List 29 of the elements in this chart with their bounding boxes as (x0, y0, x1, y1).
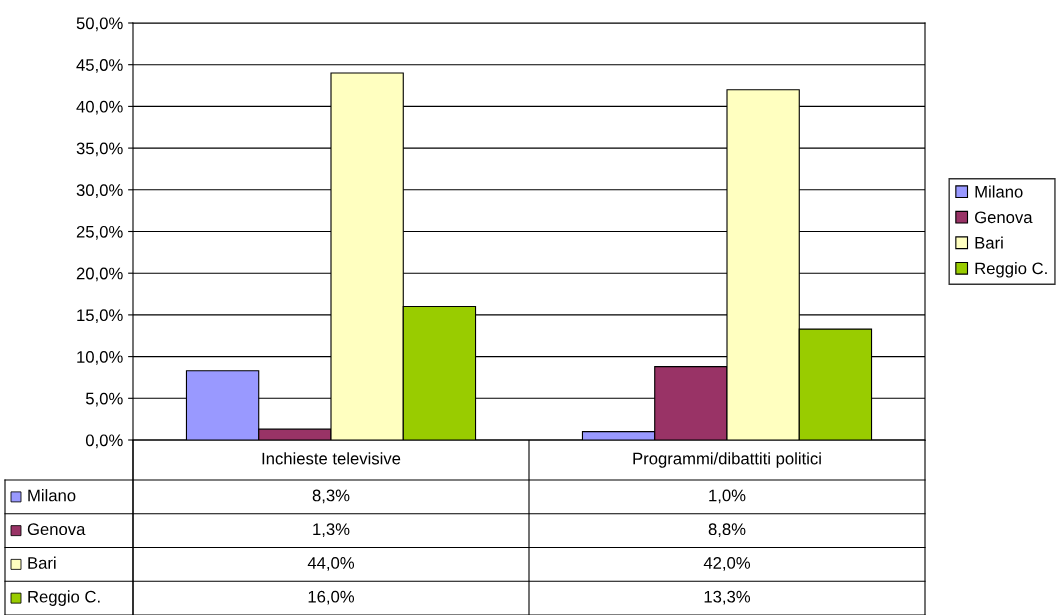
legend-label: Milano (28, 489, 76, 502)
y-tick-label: 25,0% (76, 225, 123, 240)
data-label: 44,0% (307, 557, 355, 571)
x-tick-label: Inchieste televisive (262, 452, 401, 465)
data-label: 42,0% (703, 557, 751, 571)
y-tick-label: 5,0% (85, 392, 123, 407)
data-label: 8,3% (312, 489, 350, 504)
text: Bari (28, 556, 56, 569)
y-tick-label: 15,0% (77, 309, 123, 324)
y-tick-label: 20,0% (76, 267, 123, 282)
text: Reggio C. (28, 590, 100, 606)
legend-label: Genova (27, 523, 86, 536)
y-tick-label: 40,0% (76, 100, 123, 115)
y-tick-label: 10,0% (77, 351, 123, 365)
text: Milano (975, 185, 1023, 198)
text: Genova (975, 211, 1033, 224)
data-label: 1,0% (709, 489, 746, 504)
data-label: 1,3% (313, 523, 350, 538)
y-tick-label: 35,0% (76, 142, 123, 157)
y-tick-label: 30,0% (76, 184, 123, 198)
x-tick-label: Programmi/dibattiti politici (633, 452, 821, 468)
legend-label: Reggio C. (975, 262, 1047, 278)
y-tick-label: 50,0% (76, 17, 123, 32)
data-label: 16,0% (308, 590, 355, 605)
y-tick-label: 45,0% (76, 59, 123, 73)
data-label: 8,8% (708, 523, 746, 538)
data-label: 13,3% (704, 590, 751, 605)
y-tick-label: 0,0% (85, 434, 123, 449)
legend-label: Bari (975, 236, 1003, 249)
